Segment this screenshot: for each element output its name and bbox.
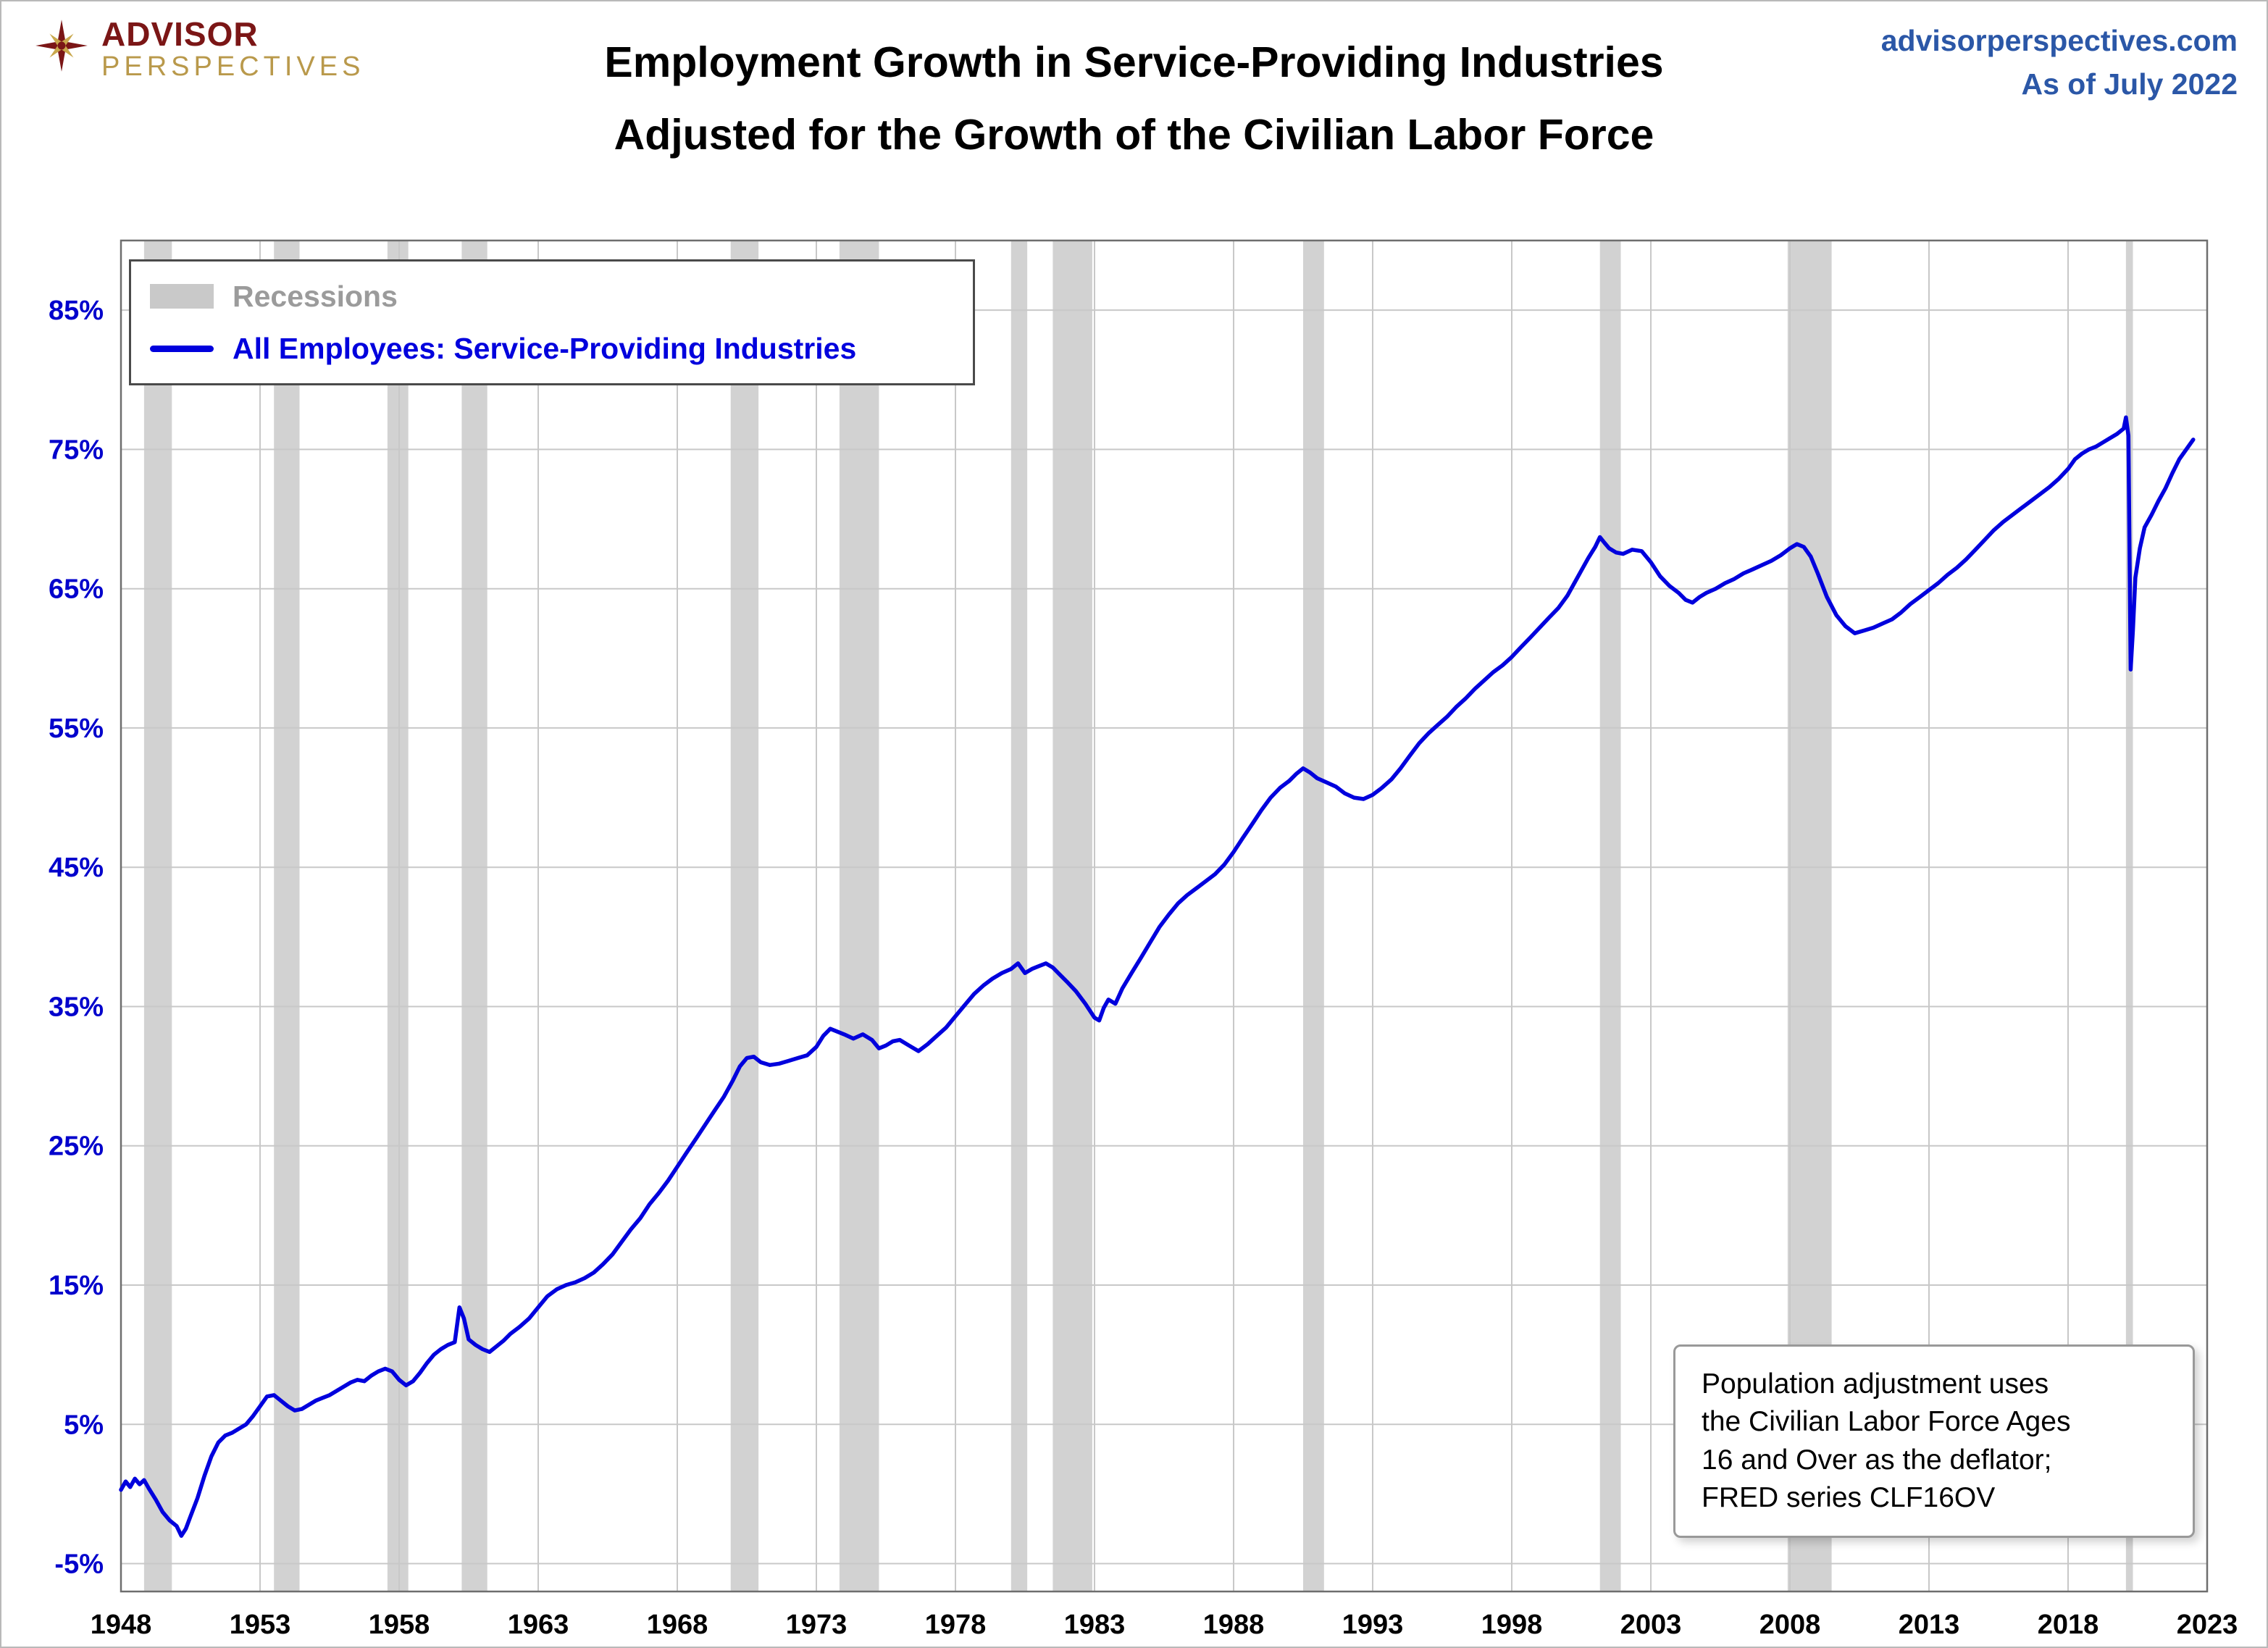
note-box: Population adjustment uses the Civilian … — [1673, 1344, 2195, 1538]
site-name: advisorperspectives.com — [1880, 24, 2238, 57]
y-axis-tick-label: -5% — [54, 1549, 104, 1580]
recession-band — [461, 240, 488, 1591]
y-axis-tick-label: 15% — [49, 1271, 104, 1301]
legend-series-label: All Employees: Service-Providing Industr… — [233, 331, 857, 365]
series-line-swatch — [150, 345, 214, 352]
x-axis-tick-label: 1963 — [508, 1610, 569, 1640]
compass-rose-icon — [35, 20, 88, 72]
recession-band — [1303, 240, 1324, 1591]
x-axis-tick-label: 1978 — [925, 1610, 987, 1640]
x-axis-tick-label: 1988 — [1203, 1610, 1265, 1640]
x-axis-tick-label: 1958 — [369, 1610, 430, 1640]
x-axis-tick-label: 2008 — [1759, 1610, 1821, 1640]
x-axis-tick-label: 2018 — [2038, 1610, 2099, 1640]
legend-row-recessions: Recessions — [150, 273, 954, 319]
advisor-perspectives-logo: ADVISOR PERSPECTIVES — [33, 17, 364, 83]
x-axis-tick-label: 1998 — [1481, 1610, 1543, 1640]
x-axis-tick-label: 1983 — [1064, 1610, 1126, 1640]
page-title: Employment Growth in Service-Providing I… — [604, 26, 1663, 171]
title-line-2: Adjusted for the Growth of the Civilian … — [614, 111, 1654, 159]
legend-row-series: All Employees: Service-Providing Industr… — [150, 325, 954, 372]
series-line — [119, 415, 2196, 1538]
x-axis-tick-label: 1968 — [647, 1610, 708, 1640]
y-axis-tick-label: 35% — [49, 992, 104, 1023]
recession-band — [2125, 240, 2133, 1591]
x-axis-tick-label: 1993 — [1342, 1610, 1404, 1640]
x-axis-tick-label: 2013 — [1899, 1610, 1960, 1640]
note-line-1: Population adjustment uses — [1702, 1368, 2049, 1400]
x-axis-tick-label: 1948 — [91, 1610, 152, 1640]
y-axis-tick-label: 55% — [49, 714, 104, 744]
legend-recessions-label: Recessions — [233, 279, 398, 313]
logo-line1: ADVISOR — [101, 15, 259, 53]
logo-line2: PERSPECTIVES — [101, 51, 365, 82]
title-line-1: Employment Growth in Service-Providing I… — [604, 38, 1664, 86]
y-axis-tick-label: 75% — [49, 435, 104, 465]
y-axis-tick-label: 45% — [49, 853, 104, 883]
y-axis-tick-label: 25% — [49, 1132, 104, 1162]
y-axis-tick-label: 5% — [64, 1410, 104, 1440]
recession-band — [274, 240, 300, 1591]
recession-band — [730, 240, 759, 1591]
logo-text: ADVISOR PERSPECTIVES — [101, 17, 364, 83]
legend: Recessions All Employees: Service-Provid… — [129, 259, 975, 385]
note-line-4: FRED series CLF16OV — [1702, 1481, 1996, 1513]
x-axis-tick-label: 1973 — [786, 1610, 848, 1640]
note-line-3: 16 and Over as the deflator; — [1702, 1444, 2052, 1476]
recession-band — [1599, 240, 1621, 1591]
recession-swatch — [150, 284, 214, 309]
note-line-2: the Civilian Labor Force Ages — [1702, 1406, 2071, 1438]
x-axis-tick-label: 1953 — [230, 1610, 291, 1640]
as-of-date: As of July 2022 — [2021, 67, 2238, 101]
recession-band — [387, 240, 409, 1591]
recession-band — [839, 240, 879, 1591]
recession-band — [143, 240, 172, 1591]
header-right: advisorperspectives.com As of July 2022 — [1881, 19, 2238, 106]
recession-band — [1010, 240, 1028, 1591]
x-axis-tick-label: 2023 — [2177, 1610, 2238, 1640]
y-axis-tick-label: 65% — [49, 574, 104, 605]
x-axis-tick-label: 2003 — [1620, 1610, 1682, 1640]
recession-band — [1053, 240, 1092, 1591]
y-axis-tick-label: 85% — [49, 296, 104, 326]
plot-border — [120, 239, 2209, 1593]
